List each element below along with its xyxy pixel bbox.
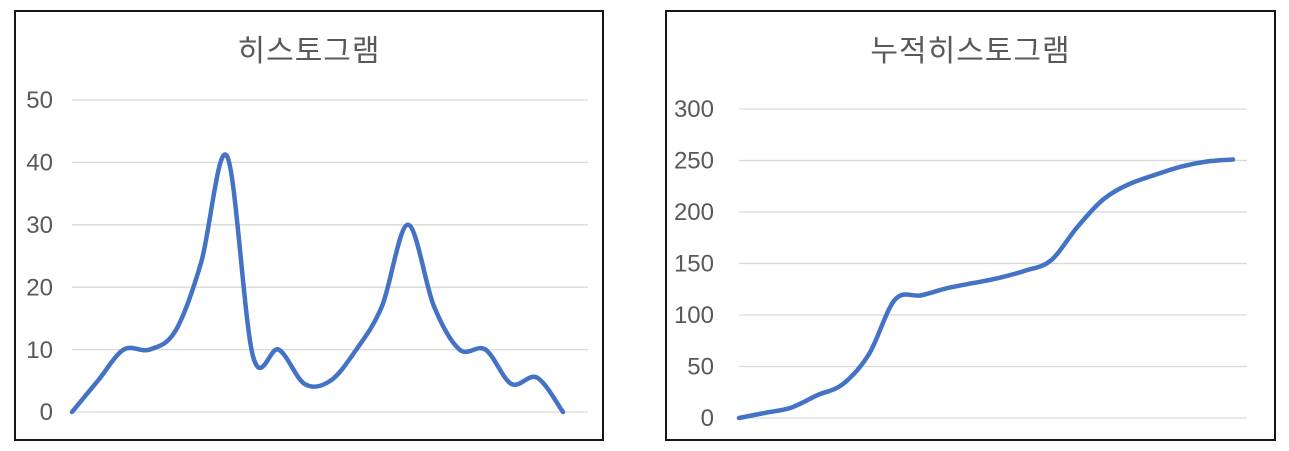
y-axis-tick-label: 200 [674, 199, 714, 226]
y-axis-tick-label: 50 [687, 354, 714, 381]
cumulative-histogram-chart[interactable]: 누적히스토그램 0 50 100 150 200 250 300 [665, 10, 1276, 441]
series-line [736, 157, 1236, 421]
y-axis-tick-label: 250 [674, 148, 714, 175]
y-axis-tick-label: 20 [26, 274, 53, 301]
y-axis-tick-label: 30 [26, 212, 53, 239]
series-line [69, 152, 566, 415]
y-axis-tick-label: 10 [26, 337, 53, 364]
y-axis-tick-label: 100 [674, 302, 714, 329]
histogram-plot-area[interactable]: 0 10 20 30 40 50 [16, 12, 602, 439]
y-axis-tick-label: 40 [26, 150, 53, 177]
y-axis-tick-label: 300 [674, 96, 714, 123]
y-axis-tick-label: 0 [701, 405, 714, 432]
histogram-chart-title: 히스토그램 [237, 35, 381, 68]
y-axis-tick-label: 150 [674, 251, 714, 278]
cumulative-histogram-plot-area[interactable]: 0 50 100 150 200 250 300 [667, 12, 1274, 439]
cumulative-histogram-chart-title: 누적히스토그램 [870, 35, 1071, 68]
histogram-chart[interactable]: 히스토그램 0 10 20 30 40 50 [14, 10, 604, 441]
y-axis-tick-label: 0 [40, 399, 53, 426]
y-axis-tick-label: 50 [26, 87, 53, 114]
